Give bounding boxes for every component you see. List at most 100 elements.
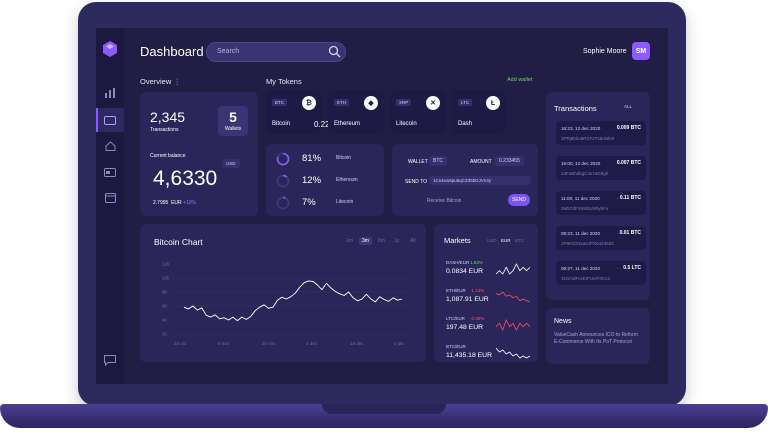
transaction-row[interactable]: 15:00, 12 dec 2020 → 0.007 BTC 14FuBhdbgC4x… <box>556 156 646 180</box>
token-tag: ETH <box>334 99 349 106</box>
send-to-label: SEND TO <box>405 179 428 185</box>
home-nav-icon[interactable] <box>103 139 117 153</box>
arrow-right-icon: → <box>616 125 621 131</box>
market-row[interactable]: DASH/EUR 1.63% 0.0834 EUR <box>446 260 534 282</box>
overview-card: 2,345 Transactions 5 Wallets Current bal… <box>140 92 258 216</box>
card-nav-icon[interactable] <box>103 165 117 179</box>
avatar[interactable]: SM <box>632 42 650 60</box>
search-icon[interactable] <box>328 45 341 58</box>
send-button[interactable]: SEND <box>508 194 530 206</box>
chart-range-1m[interactable]: 1m <box>346 238 353 244</box>
wallet-nav-icon[interactable] <box>103 113 117 127</box>
x-tick-label: 23 oct <box>174 341 187 346</box>
transaction-row[interactable]: 11:00, 11 dec 2020 ← 0.11 BTC 3M5TdFX59OUbR… <box>556 191 646 215</box>
transactions-count: 2,345 <box>150 109 186 125</box>
market-currency-eur[interactable]: EUR <box>501 238 511 243</box>
allocation-name: Ethereum <box>336 177 358 183</box>
markets-card: Markets USD EUR BTC DASH/EUR 1.63% 0.0834 EU… <box>434 224 538 362</box>
transactions-label: Transactions <box>150 127 179 133</box>
market-row[interactable]: LTC/EUR -0.48% 197.48 EUR <box>446 316 534 338</box>
transactions-all-link[interactable]: ALL <box>624 104 633 109</box>
search-input[interactable]: Search <box>206 42 346 62</box>
transaction-amount: 0.007 BTC <box>616 160 641 166</box>
transaction-date: 09:23, 11 dec 2020 <box>561 231 600 236</box>
y-tick-label: 6k <box>162 304 168 309</box>
token-tag: XRP <box>396 99 412 106</box>
balance-label: Current balance <box>150 153 186 159</box>
transactions-card: Transactions ALL 16:23, 12 dec 2020 → 0.00… <box>546 92 650 300</box>
bitcoin-chart-title: Bitcoin Chart <box>154 237 203 247</box>
wallets-badge[interactable]: 5 Wallets <box>218 106 248 136</box>
token-name: Bitcoin <box>272 121 291 127</box>
transaction-amount: 0.11 BTC <box>619 195 641 201</box>
transaction-row[interactable]: 09:23, 11 dec 2020 → 0.01 BTC 1P9KGh3xa6JPX… <box>556 226 646 250</box>
address-input[interactable]: 1Cs4wu6pu5qCZ35bDJVn3y <box>429 176 531 185</box>
chart-range-3m[interactable]: 3m <box>359 237 372 245</box>
x-tick-label: 6 nov <box>218 341 230 346</box>
y-tick-label: 10k <box>162 276 170 281</box>
nav-active-indicator <box>96 108 124 132</box>
x-tick-label: 1 jan <box>394 341 404 346</box>
market-sparkline <box>496 291 530 303</box>
transaction-row[interactable]: 16:23, 12 dec 2020 → 0.009 BTC 1PRj85hu9RXF… <box>556 121 646 145</box>
market-pair: DASH/EUR <box>446 260 470 265</box>
transactions-title: Transactions <box>554 104 597 113</box>
transaction-amount: 0.009 BTC <box>616 125 641 131</box>
transaction-date: 15:00, 12 dec 2020 <box>561 161 601 166</box>
token-card[interactable]: BTC₿Bitcoin0.221746 <box>266 90 347 134</box>
x-tick-label: 4 dec <box>306 341 318 346</box>
news-body[interactable]: ValueCash Announces ICO to Reform E-Comm… <box>554 332 638 345</box>
news-card: News ValueCash Announces ICO to Reform E… <box>546 308 650 364</box>
bitcoin-price-line <box>183 280 403 322</box>
chart-range-all[interactable]: All <box>410 238 416 244</box>
calendar-nav-icon[interactable] <box>103 190 117 204</box>
market-sparkline <box>496 318 530 332</box>
transaction-amount: 0.01 BTC <box>619 230 641 236</box>
progress-ring-icon <box>276 196 290 210</box>
balance-sub: 2.7995 EUR +10% <box>153 200 196 206</box>
market-currency-usd[interactable]: USD <box>487 238 497 243</box>
arrow-right-icon: → <box>616 230 621 236</box>
markets-title: Markets <box>444 236 471 245</box>
bitcoin-line-chart: 12k 10k 8k 6k 4k 2k 23 oct 6 nov 20 nov 4 dec 18 d… <box>162 262 408 346</box>
token-card[interactable]: ETH ◆ Ethereum <box>328 90 384 134</box>
transaction-row[interactable]: 09:27, 11 dec 2020 ← 0.5 LTC 1kGmdFrx40FUeF… <box>556 261 646 285</box>
chart-nav-icon[interactable] <box>103 86 117 100</box>
allocation-name: Bitcoin <box>336 155 352 161</box>
user-name: Sophie Moore <box>583 48 627 55</box>
ethereum-icon: ◆ <box>364 96 378 110</box>
allocation-row: 81% Bitcoin <box>276 152 386 168</box>
add-wallet-link[interactable]: Add wallet <box>507 77 533 83</box>
transaction-date: 16:23, 12 dec 2020 <box>561 126 601 131</box>
transaction-hash: 3M5TdFX59OUbRyhFu <box>561 206 609 211</box>
token-card[interactable]: LTC Ł Dash <box>452 90 506 134</box>
chart-range-1y[interactable]: 1y <box>394 238 400 244</box>
token-card[interactable]: XRP ✕ Litecoin <box>390 90 446 134</box>
transaction-date: 11:00, 11 dec 2020 <box>561 196 600 201</box>
y-tick-label: 12k <box>162 262 170 267</box>
market-row[interactable]: BTC/EUR 11,435.18 EUR <box>446 344 534 366</box>
market-price: 11,435.18 EUR <box>446 352 492 359</box>
arrow-right-icon: → <box>616 160 621 166</box>
y-tick-label: 4k <box>162 318 168 323</box>
balance-value: 4,6330 <box>153 167 218 190</box>
y-tick-label: 2k <box>162 332 168 337</box>
transaction-hash: 14FuBhdbgC4x7aG8gh <box>561 171 609 176</box>
wallet-select[interactable]: BTC <box>429 156 447 166</box>
wallets-label: Wallets <box>224 126 242 132</box>
y-tick-label: 8k <box>162 290 168 295</box>
allocation-percent: 12% <box>302 175 322 186</box>
transaction-date: 09:27, 11 dec 2020 <box>561 266 600 271</box>
chat-nav-icon[interactable] <box>103 353 117 367</box>
market-row[interactable]: ETH/EUR -1.14% 1,087.91 EUR <box>446 288 534 310</box>
app-logo <box>103 41 117 57</box>
allocation-name: Litecoin <box>336 199 354 205</box>
chart-range-6m[interactable]: 6m <box>378 238 385 244</box>
wallets-count: 5 <box>229 109 237 125</box>
token-name: Ethereum <box>334 121 361 127</box>
market-change: -0.48% <box>470 316 485 321</box>
receive-link[interactable]: Receive Bitcoin <box>427 198 462 204</box>
amount-input[interactable]: 0.233455 <box>495 156 524 166</box>
balance-currency[interactable]: USD <box>222 159 240 168</box>
market-currency-btc[interactable]: BTC <box>515 238 524 243</box>
